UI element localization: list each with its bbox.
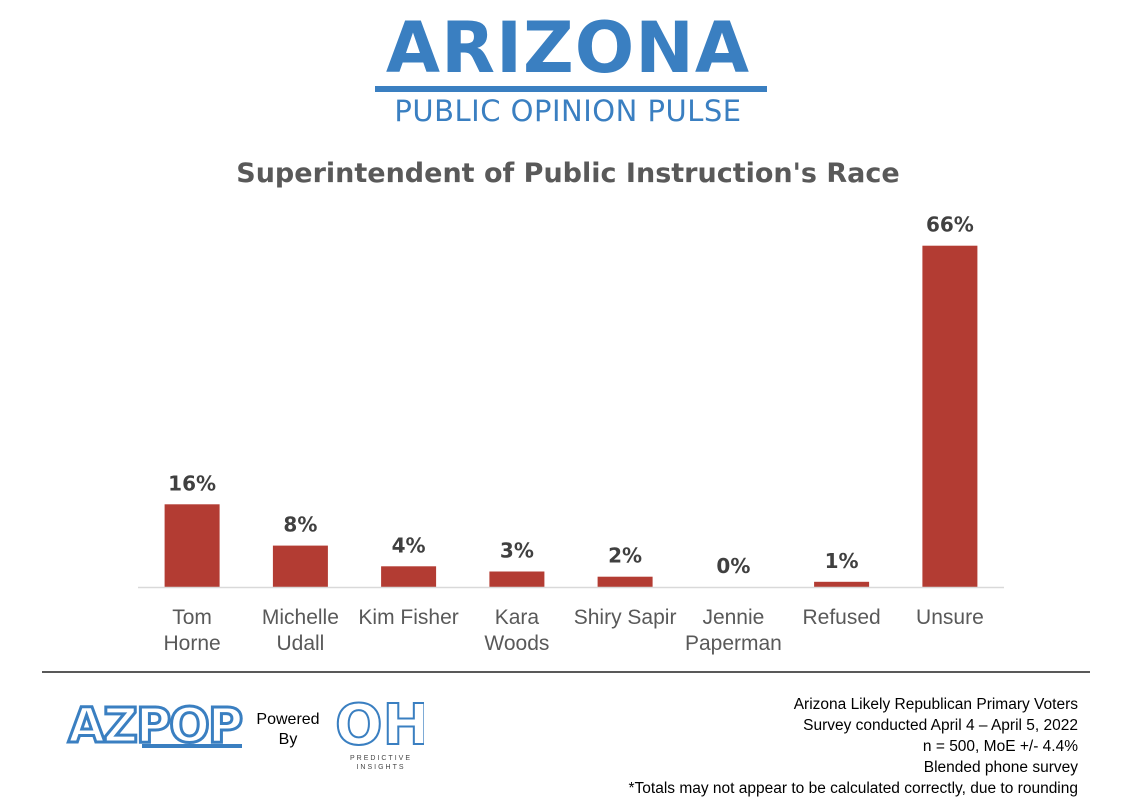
oh-logo-caption: PREDICTIVE INSIGHTS	[349, 755, 412, 771]
chart-title: Superintendent of Public Instruction's R…	[236, 158, 900, 189]
brand-title: ARIZONA	[385, 7, 751, 89]
bar	[489, 571, 545, 587]
category-label: Kara	[495, 606, 540, 629]
survey-note: Arizona Likely Republican Primary Voters	[793, 696, 1078, 713]
data-label: 8%	[283, 513, 317, 537]
bar	[922, 245, 978, 587]
category-label: Udall	[276, 632, 324, 655]
data-label: 0%	[716, 554, 750, 578]
bar	[381, 566, 437, 587]
data-label: 2%	[608, 544, 642, 568]
category-label: Paperman	[685, 632, 782, 655]
powered-by-line-2: By	[278, 731, 298, 748]
category-label: Unsure	[916, 606, 984, 629]
data-label: 16%	[168, 471, 216, 495]
category-label: Horne	[163, 632, 220, 655]
bar	[814, 581, 870, 587]
category-label: Woods	[484, 632, 549, 655]
azpop-logo: AZPOP	[67, 700, 246, 750]
bar	[597, 576, 653, 587]
bar	[272, 545, 328, 587]
brand-underline	[375, 86, 767, 92]
data-label: 3%	[500, 539, 534, 563]
data-label: 1%	[825, 549, 859, 573]
data-label: 66%	[926, 213, 974, 237]
footer-divider	[42, 671, 1090, 673]
category-label: Tom	[172, 606, 212, 629]
survey-note: n = 500, MoE +/- 4.4%	[922, 738, 1078, 755]
bar	[164, 504, 220, 587]
category-label: Refused	[802, 606, 880, 629]
oh-logo: OH	[334, 692, 424, 752]
bar-chart: 16% Tom Horne 8% Michelle Udall 4% Kim Fisher 3%…	[138, 213, 1004, 655]
survey-note: *Totals may not appear to be calculated …	[628, 780, 1078, 797]
category-label: Jennie	[702, 606, 764, 629]
survey-note: Blended phone survey	[923, 759, 1078, 776]
survey-notes: Arizona Likely Republican Primary Voters…	[629, 694, 1078, 799]
survey-note: Survey conducted April 4 – April 5, 2022	[803, 717, 1078, 734]
category-label: Shiry Sapir	[574, 606, 677, 629]
powered-by-line-1: Powered	[256, 711, 320, 728]
category-label: Michelle	[262, 606, 339, 629]
brand-subtitle: PUBLIC OPINION PULSE	[394, 94, 742, 128]
oh-logo-text: OH	[335, 693, 424, 752]
category-label: Kim Fisher	[358, 606, 458, 629]
data-label: 4%	[392, 533, 426, 557]
azpop-logo-text: AZPOP	[68, 700, 242, 750]
powered-by-label: Powered By	[250, 710, 326, 750]
